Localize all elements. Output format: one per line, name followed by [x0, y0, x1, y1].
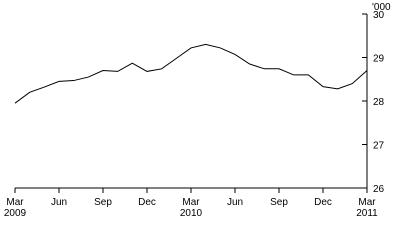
- x-tick-label: Mar 2010: [180, 197, 203, 219]
- x-tick-label: Mar 2011: [356, 197, 378, 219]
- data-line: [14, 43, 368, 104]
- x-tick-label: Sep: [270, 197, 288, 208]
- x-tick-label: Dec: [138, 197, 156, 208]
- y-tick-label: 26: [373, 184, 385, 195]
- y-tick-label: 29: [373, 54, 385, 65]
- x-tick-label: Mar 2009: [4, 197, 27, 219]
- y-unit-label: '000: [372, 2, 391, 13]
- x-tick-label: Jun: [227, 197, 243, 208]
- y-tick-label: 28: [373, 97, 385, 108]
- x-tick-label: Sep: [94, 197, 112, 208]
- x-tick-label: Jun: [51, 197, 67, 208]
- x-tick-label: Dec: [314, 197, 332, 208]
- y-tick-label: 27: [373, 141, 385, 152]
- y-tick-label: 30: [373, 10, 385, 21]
- chart: '000 26 27 28 29 30 Mar 2009 Jun Sep Dec Mar 2010 Ju…: [4, 2, 391, 219]
